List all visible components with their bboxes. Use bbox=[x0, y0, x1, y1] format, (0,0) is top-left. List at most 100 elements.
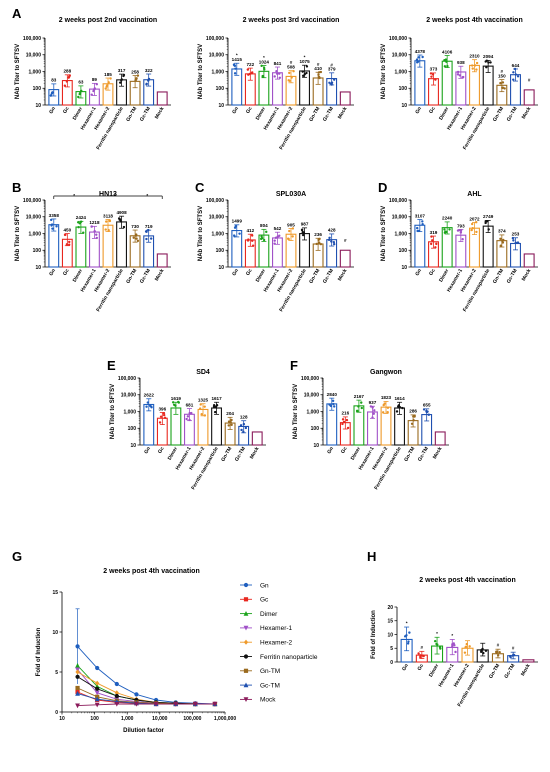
y-tick-label: 1,000 bbox=[394, 69, 407, 75]
data-point bbox=[475, 221, 478, 224]
data-point bbox=[421, 220, 424, 223]
data-point bbox=[147, 228, 150, 232]
data-point bbox=[288, 71, 291, 75]
data-point bbox=[489, 61, 492, 64]
data-point bbox=[330, 82, 333, 85]
data-point bbox=[261, 74, 264, 78]
panel-letter-e: E bbox=[107, 358, 116, 373]
data-point bbox=[410, 422, 414, 425]
legend-label: Dimer bbox=[260, 611, 278, 618]
data-label: 373 bbox=[430, 67, 438, 72]
data-point bbox=[459, 231, 463, 234]
data-point bbox=[417, 652, 420, 655]
data-point bbox=[487, 61, 490, 64]
y-tick-label: 10,000 bbox=[392, 53, 408, 59]
data-point bbox=[108, 219, 111, 223]
data-point bbox=[67, 243, 71, 246]
data-point bbox=[451, 644, 454, 648]
y-tick-label: 10 bbox=[130, 443, 136, 449]
data-point bbox=[95, 83, 99, 86]
data-point bbox=[300, 228, 304, 232]
y-tick-label: 100 bbox=[399, 248, 408, 254]
series-marker bbox=[114, 690, 119, 696]
data-label: 4106 bbox=[442, 49, 453, 54]
data-point bbox=[174, 404, 177, 407]
data-point bbox=[262, 66, 266, 70]
panel-letter-d: D bbox=[378, 180, 387, 195]
x-tick-label: Gc bbox=[340, 446, 349, 455]
data-point bbox=[215, 404, 219, 407]
data-label: 3107 bbox=[415, 213, 426, 218]
data-point bbox=[162, 411, 166, 415]
data-point bbox=[434, 246, 437, 249]
data-point bbox=[145, 83, 148, 86]
data-point bbox=[481, 647, 484, 651]
data-point bbox=[251, 239, 254, 242]
data-point bbox=[65, 80, 69, 83]
data-point bbox=[286, 237, 290, 240]
data-point bbox=[145, 237, 148, 241]
data-point bbox=[120, 78, 123, 81]
data-point bbox=[273, 75, 276, 78]
data-point bbox=[301, 233, 305, 237]
data-point bbox=[471, 227, 474, 230]
y-tick-label: 1,000 bbox=[28, 231, 41, 237]
data-point bbox=[79, 220, 83, 223]
x-tick-label: Gc bbox=[157, 446, 166, 455]
data-point bbox=[435, 242, 438, 246]
data-point bbox=[372, 412, 375, 415]
data-label: 644 bbox=[512, 63, 520, 68]
x-tick-label: Gc-TM bbox=[417, 446, 430, 462]
data-point bbox=[501, 86, 505, 89]
series-marker bbox=[134, 701, 139, 707]
x-tick-label: Gc bbox=[428, 268, 437, 277]
legend-label: Gc-TM bbox=[260, 682, 280, 689]
data-point bbox=[416, 61, 419, 64]
panel-letter-a: A bbox=[12, 6, 22, 21]
series-marker bbox=[243, 668, 249, 673]
data-label: 2424 bbox=[76, 215, 87, 220]
data-point bbox=[230, 423, 233, 427]
data-point bbox=[484, 220, 487, 223]
data-point bbox=[90, 225, 93, 228]
data-point bbox=[78, 92, 81, 96]
y-tick-label: 100 bbox=[216, 86, 225, 92]
data-label: 804 bbox=[260, 223, 268, 228]
data-point bbox=[104, 228, 107, 231]
x-tick-label: Gn bbox=[48, 268, 57, 277]
data-point bbox=[381, 411, 385, 414]
data-point bbox=[470, 222, 474, 226]
data-point bbox=[107, 228, 110, 232]
bar-panel-a2: 2 weeks post 3rd vaccination 10 100 1,000 10… bbox=[198, 17, 354, 151]
data-point bbox=[386, 410, 389, 414]
data-point bbox=[383, 402, 386, 405]
series-marker bbox=[75, 644, 80, 649]
data-point bbox=[200, 413, 203, 416]
y-tick-label: 10,000 bbox=[26, 215, 42, 221]
data-label: 681 bbox=[186, 402, 194, 407]
significance-mark: # bbox=[421, 645, 424, 650]
data-point bbox=[330, 240, 333, 243]
data-label: 1024 bbox=[259, 59, 270, 64]
x-tick-label: Dimer bbox=[72, 268, 84, 283]
data-point bbox=[331, 399, 335, 403]
y-tick-label: 1,000 bbox=[123, 409, 136, 415]
data-point bbox=[118, 81, 122, 84]
series-marker bbox=[212, 701, 218, 707]
data-point bbox=[301, 70, 304, 73]
data-point bbox=[49, 218, 53, 222]
data-point bbox=[162, 413, 166, 417]
data-point bbox=[429, 242, 433, 246]
x-tick-label: Gc-TM bbox=[139, 106, 152, 122]
y-tick-label: 100,000 bbox=[301, 376, 319, 382]
y-axis-label: NAb Titer to SFTSV bbox=[381, 206, 387, 261]
y-tick-label: 10 bbox=[52, 630, 58, 636]
data-label: 1823 bbox=[381, 395, 392, 400]
data-point bbox=[242, 422, 246, 426]
y-tick-label: 0 bbox=[55, 710, 58, 716]
legend-label: Gn bbox=[260, 582, 269, 589]
chart-title: 2 weeks post 4th vaccination bbox=[419, 577, 515, 584]
data-point bbox=[454, 650, 457, 654]
data-point bbox=[302, 231, 306, 234]
